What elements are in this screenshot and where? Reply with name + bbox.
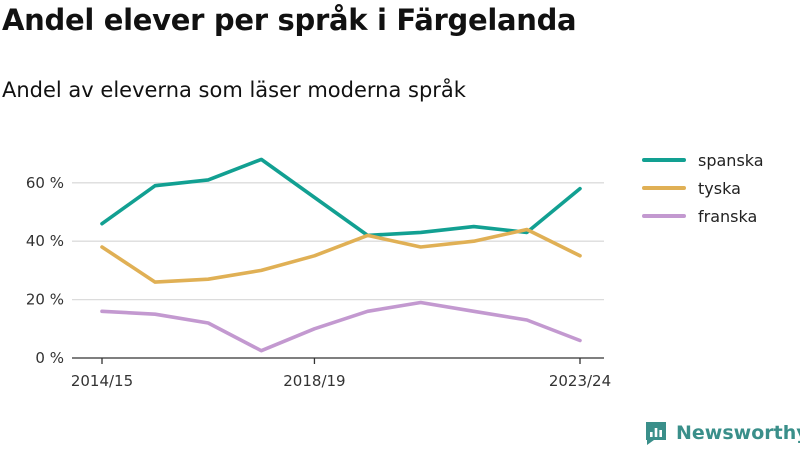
series-lines: [100, 157, 582, 353]
chart-subtitle: Andel av eleverna som läser moderna språ…: [2, 78, 466, 102]
legend-item-spanska: spanska: [642, 146, 764, 174]
series-line-spanska: [100, 157, 582, 238]
y-tick-label: 40 %: [26, 232, 64, 250]
y-tick-label: 0 %: [35, 349, 64, 367]
brand-name: Newsworthy: [676, 422, 800, 444]
legend-swatch: [642, 158, 686, 162]
x-tick-label: 2023/24: [549, 372, 611, 390]
legend-swatch: [642, 186, 686, 190]
legend-item-franska: franska: [642, 202, 764, 230]
legend-item-tyska: tyska: [642, 174, 764, 202]
brand-logo: Newsworthy: [644, 420, 800, 446]
legend-swatch: [642, 214, 686, 218]
chart-title: Andel elever per språk i Färgelanda: [2, 3, 577, 37]
y-tick-label: 20 %: [26, 291, 64, 309]
gridlines: [72, 182, 604, 301]
series-line-tyska: [100, 227, 582, 284]
y-tick-label: 60 %: [26, 174, 64, 192]
legend-label: tyska: [698, 178, 741, 198]
x-tick-label: 2018/19: [283, 372, 345, 390]
x-tick-label: 2014/15: [71, 372, 133, 390]
series-line-franska: [100, 300, 582, 353]
legend-label: spanska: [698, 150, 764, 170]
legend-label: franska: [698, 206, 758, 226]
newsworthy-logo-icon: [646, 422, 666, 445]
axes: 0 % 20 % 40 % 60 % 2014/15 2018/19 2023/24: [26, 174, 611, 390]
legend: spanska tyska franska: [642, 146, 764, 230]
